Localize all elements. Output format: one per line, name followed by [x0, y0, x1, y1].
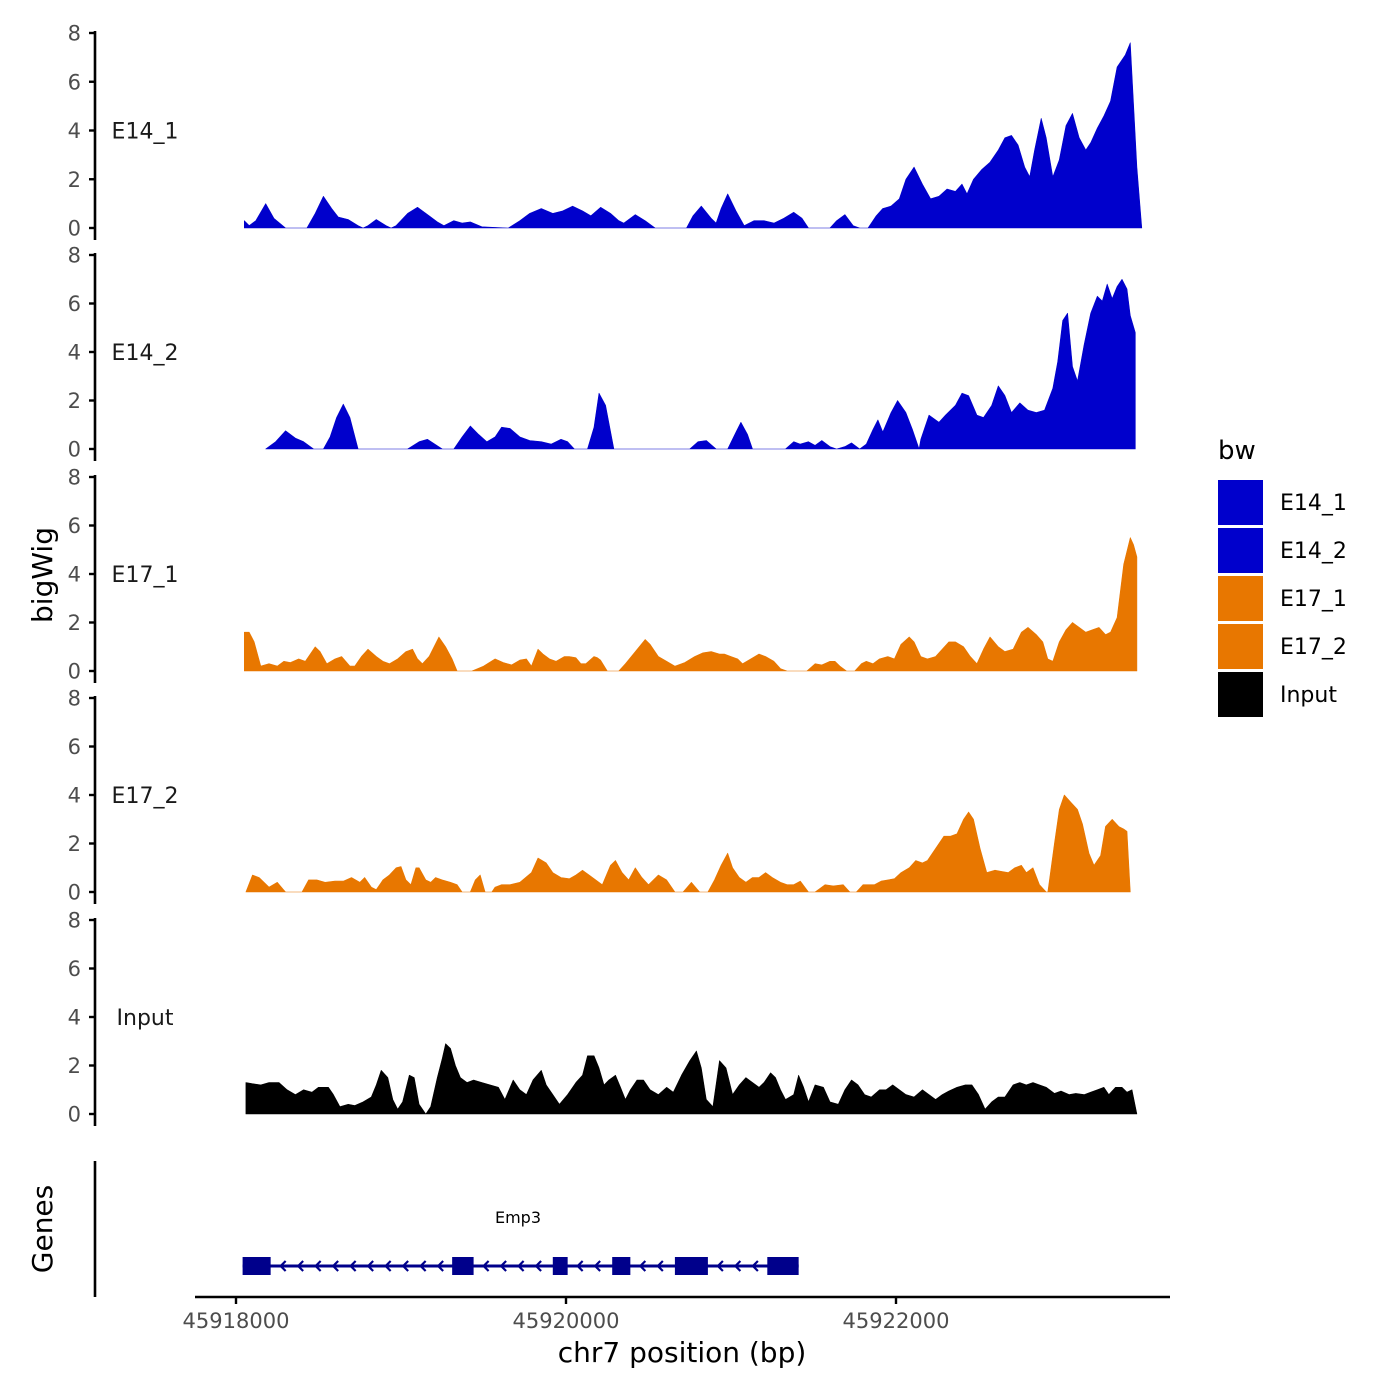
gene-exon: [767, 1257, 799, 1275]
y-tick-label: 6: [68, 957, 81, 981]
strand-arrow-icon: [436, 1260, 444, 1272]
y-tick-label: 2: [68, 611, 81, 635]
legend-key-e17-2: [1218, 624, 1263, 669]
strand-arrow-icon: [576, 1260, 584, 1272]
strand-arrow-icon: [482, 1260, 490, 1272]
legend-label: E17_1: [1280, 587, 1347, 612]
strand-arrow-icon: [751, 1260, 759, 1272]
y-tick-label: 4: [68, 784, 81, 808]
strand-arrow-icon: [331, 1260, 339, 1272]
strand-arrow-icon: [656, 1260, 664, 1272]
track-e14-2: 0 2 4 6 8 E14_2: [68, 244, 1136, 462]
legend-key-e14-2: [1218, 528, 1263, 573]
track-label: E14_1: [112, 120, 179, 145]
y-tick-label: 8: [68, 22, 81, 46]
x-tick-label: 45922000: [843, 1309, 950, 1333]
y-tick-label: 0: [68, 1103, 81, 1127]
strand-arrow-icon: [716, 1260, 724, 1272]
legend-title: bw: [1218, 436, 1256, 466]
coverage-tracks: 0 2 4 6 8 E14_1 0 2 4 6 8 E14_2 0 2 4 6 8 E17_1 0 2 4 6 8 E17_2…: [68, 22, 1143, 1127]
y-tick-label: 8: [68, 909, 81, 933]
coverage-area-e17-2: [245, 794, 1131, 893]
y-tick-label: 2: [68, 389, 81, 413]
gene-exon: [612, 1257, 631, 1275]
coverage-area-e14-1: [244, 42, 1143, 229]
y-tick-label: 0: [68, 217, 81, 241]
x-tick-label: 45918000: [183, 1309, 290, 1333]
strand-arrow-icon: [593, 1260, 601, 1272]
legend-label: E14_1: [1280, 491, 1347, 516]
strand-arrow-icon: [279, 1260, 287, 1272]
y-tick-label: 6: [68, 70, 81, 94]
y-tick-label: 0: [68, 660, 81, 684]
strand-arrow-icon: [384, 1260, 392, 1272]
track-label: Input: [117, 1006, 174, 1031]
y-tick-label: 8: [68, 244, 81, 268]
gene-track: Emp3: [242, 1208, 799, 1275]
strand-arrow-icon: [499, 1260, 507, 1272]
gene-label-emp3: Emp3: [495, 1208, 541, 1227]
track-input: 0 2 4 6 8 Input: [68, 909, 1138, 1127]
legend-key-e14-1: [1218, 480, 1263, 525]
legend: bw E14_1 E14_2 E17_1 E17_2 Input: [1218, 436, 1347, 717]
y-tick-label: 2: [68, 168, 81, 192]
y-tick-label: 6: [68, 514, 81, 538]
y-tick-label: 4: [68, 563, 81, 587]
y-tick-label: 4: [68, 1006, 81, 1030]
strand-arrow-icon: [296, 1260, 304, 1272]
legend-label: E17_2: [1280, 635, 1347, 660]
x-axis-title: chr7 position (bp): [558, 1336, 807, 1369]
y-tick-label: 0: [68, 438, 81, 462]
legend-label: E14_2: [1280, 539, 1347, 564]
strand-arrow-icon: [419, 1260, 427, 1272]
y-tick-label: 2: [68, 832, 81, 856]
track-e17-2: 0 2 4 6 8 E17_2: [68, 687, 1131, 905]
track-label: E17_2: [112, 784, 179, 809]
x-tick-label: 45920000: [513, 1309, 620, 1333]
gene-exon: [452, 1257, 474, 1275]
strand-arrow-icon: [733, 1260, 742, 1272]
legend-key-e17-1: [1218, 576, 1263, 621]
strand-arrow-icon: [401, 1260, 409, 1272]
y-axis-title: bigWig: [26, 527, 59, 623]
axes: 45918000 45920000 45922000: [93, 1161, 1170, 1333]
gene-exon: [674, 1257, 708, 1275]
track-label: E14_2: [112, 341, 179, 366]
strand-arrow-icon: [534, 1260, 542, 1272]
legend-key-input: [1218, 672, 1263, 717]
y-tick-label: 0: [68, 881, 81, 905]
strand-arrow-icon: [638, 1260, 647, 1272]
y-tick-label: 8: [68, 687, 81, 711]
coverage-area-e17-1: [244, 537, 1138, 672]
y-tick-label: 2: [68, 1054, 81, 1078]
y-tick-label: 4: [68, 341, 81, 365]
coverage-area-input: [245, 1043, 1138, 1115]
y-tick-label: 6: [68, 735, 81, 759]
strand-arrow-icon: [314, 1260, 322, 1272]
strand-arrow-icon: [366, 1260, 374, 1272]
track-label: E17_1: [112, 563, 179, 588]
strand-arrow-icon: [349, 1260, 357, 1272]
track-e17-1: 0 2 4 6 8 E17_1: [68, 466, 1138, 684]
strand-arrow-icon: [517, 1260, 525, 1272]
gene-exon: [242, 1257, 271, 1275]
coverage-area-e14-2: [265, 279, 1136, 450]
y-tick-label: 4: [68, 119, 81, 143]
genes-axis-title: Genes: [26, 1185, 59, 1273]
legend-label: Input: [1280, 683, 1337, 708]
gene-exon: [552, 1257, 568, 1275]
y-tick-label: 8: [68, 466, 81, 490]
track-e14-1: 0 2 4 6 8 E14_1: [68, 22, 1143, 241]
y-tick-label: 6: [68, 292, 81, 316]
